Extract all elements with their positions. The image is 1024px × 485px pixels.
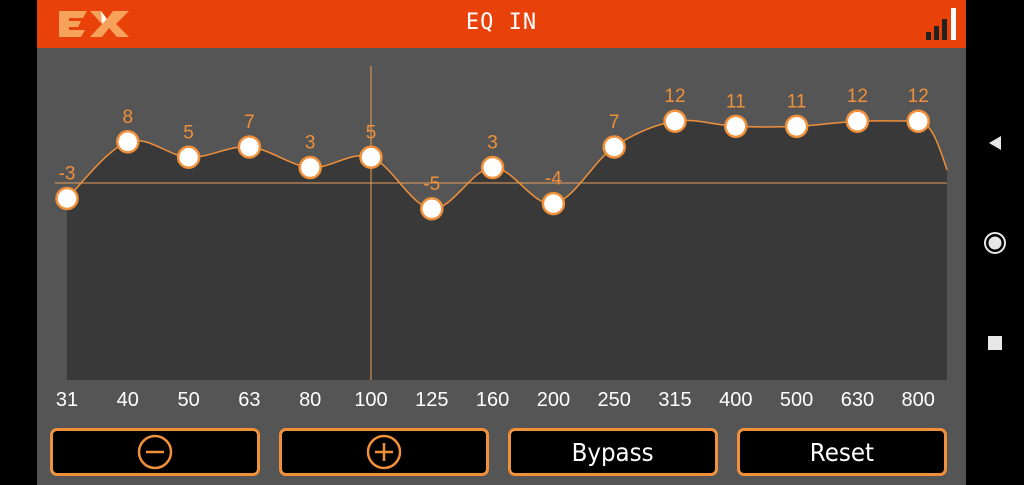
band-frequency-label: 400	[719, 389, 752, 411]
system-nav-bar	[966, 0, 1024, 485]
minus-circle-icon	[137, 434, 173, 470]
band-gain-label: 7	[244, 112, 255, 133]
band-point-63[interactable]: 7 63	[237, 112, 262, 411]
eq-curve-line	[66, 119, 948, 210]
band-handle[interactable]	[116, 130, 140, 154]
band-point-200[interactable]: -4 200	[537, 169, 570, 411]
band-gain-label: 12	[908, 86, 929, 107]
band-point-50[interactable]: 5 50	[176, 122, 201, 411]
reset-label: Reset	[809, 437, 875, 467]
band-point-100[interactable]: 5 100	[354, 122, 387, 411]
band-point-500[interactable]: 11 500	[780, 91, 813, 411]
band-handle[interactable]	[845, 109, 870, 133]
band-handle[interactable]	[906, 109, 930, 133]
band-handle[interactable]	[602, 135, 626, 159]
plus-circle-icon	[366, 434, 402, 470]
band-handle[interactable]	[724, 114, 748, 139]
bypass-button[interactable]: Bypass	[508, 428, 718, 476]
band-frequency-label: 630	[841, 389, 874, 411]
band-point-800[interactable]: 12 800	[902, 86, 935, 411]
band-frequency-label: 200	[537, 389, 570, 411]
band-point-630[interactable]: 12 630	[841, 86, 874, 411]
eq-graph[interactable]: -3 31 8 40 5 50 7 63 3 80 5 100 -5 125 3 160 -4 200 7 250 12…	[37, 48, 966, 420]
band-point-125[interactable]: -5 125	[415, 174, 448, 411]
band-frequency-label: 50	[177, 389, 199, 411]
band-frequency-label: 63	[238, 389, 260, 411]
band-gain-label: -3	[59, 163, 76, 184]
band-handle[interactable]	[298, 155, 322, 180]
band-frequency-label: 315	[658, 389, 691, 411]
band-frequency-label: 160	[476, 389, 509, 411]
eq-app: EQ IN -3 31 8 40 5 50 7 63 3 80 5 100 -5 125 3 160 -4 200…	[37, 0, 966, 485]
band-frequency-label: 80	[299, 389, 321, 411]
band-frequency-label: 500	[780, 389, 813, 411]
back-button[interactable]	[966, 134, 1024, 152]
band-gain-label: 5	[183, 122, 194, 143]
band-gain-label: -4	[545, 169, 562, 190]
band-handle[interactable]	[359, 145, 383, 169]
band-point-315[interactable]: 12 315	[658, 86, 691, 411]
band-gain-label: 11	[787, 91, 807, 112]
page-title: EQ IN	[465, 10, 538, 35]
band-gain-label: 12	[664, 86, 685, 107]
band-gain-label: 3	[305, 133, 316, 154]
home-button[interactable]	[966, 231, 1024, 255]
band-handle[interactable]	[480, 155, 505, 180]
band-gain-label: 5	[366, 122, 377, 143]
recents-button[interactable]	[966, 335, 1024, 351]
band-point-40[interactable]: 8 40	[116, 107, 140, 411]
band-handle[interactable]	[663, 109, 687, 133]
home-circle-icon	[984, 232, 1006, 254]
band-handle[interactable]	[420, 197, 444, 221]
band-handle[interactable]	[541, 191, 566, 216]
band-gain-label: 7	[609, 112, 620, 133]
band-gain-label: 12	[847, 86, 868, 107]
band-handle[interactable]	[176, 145, 201, 169]
band-frequency-label: 250	[598, 389, 631, 411]
back-triangle-icon	[989, 136, 1001, 150]
top-bar: EQ IN	[37, 0, 966, 48]
band-point-80[interactable]: 3 80	[298, 133, 322, 411]
signal-bars-icon[interactable]	[924, 6, 960, 42]
decrease-button[interactable]	[50, 428, 260, 476]
band-gain-label: 3	[487, 133, 498, 154]
ex-logo	[59, 11, 129, 37]
band-frequency-label: 100	[354, 389, 387, 411]
band-frequency-label: 800	[902, 389, 935, 411]
band-handle[interactable]	[55, 186, 79, 211]
band-point-400[interactable]: 11 400	[719, 91, 752, 411]
band-gain-label: -5	[423, 174, 440, 195]
band-gain-label: 8	[123, 107, 134, 128]
band-point-250[interactable]: 7 250	[598, 112, 631, 411]
bypass-label: Bypass	[571, 437, 655, 467]
band-frequency-label: 31	[56, 389, 78, 411]
band-handle[interactable]	[237, 135, 262, 159]
band-frequency-label: 125	[415, 389, 448, 411]
eq-curve-fill	[67, 120, 947, 381]
band-frequency-label: 40	[117, 389, 139, 411]
band-gain-label: 11	[726, 91, 746, 112]
band-point-160[interactable]: 3 160	[476, 133, 509, 411]
reset-button[interactable]: Reset	[737, 428, 947, 476]
band-point-31[interactable]: -3 31	[55, 163, 79, 411]
increase-button[interactable]	[279, 428, 489, 476]
band-handle[interactable]	[784, 114, 809, 139]
recents-square-icon	[988, 336, 1002, 350]
